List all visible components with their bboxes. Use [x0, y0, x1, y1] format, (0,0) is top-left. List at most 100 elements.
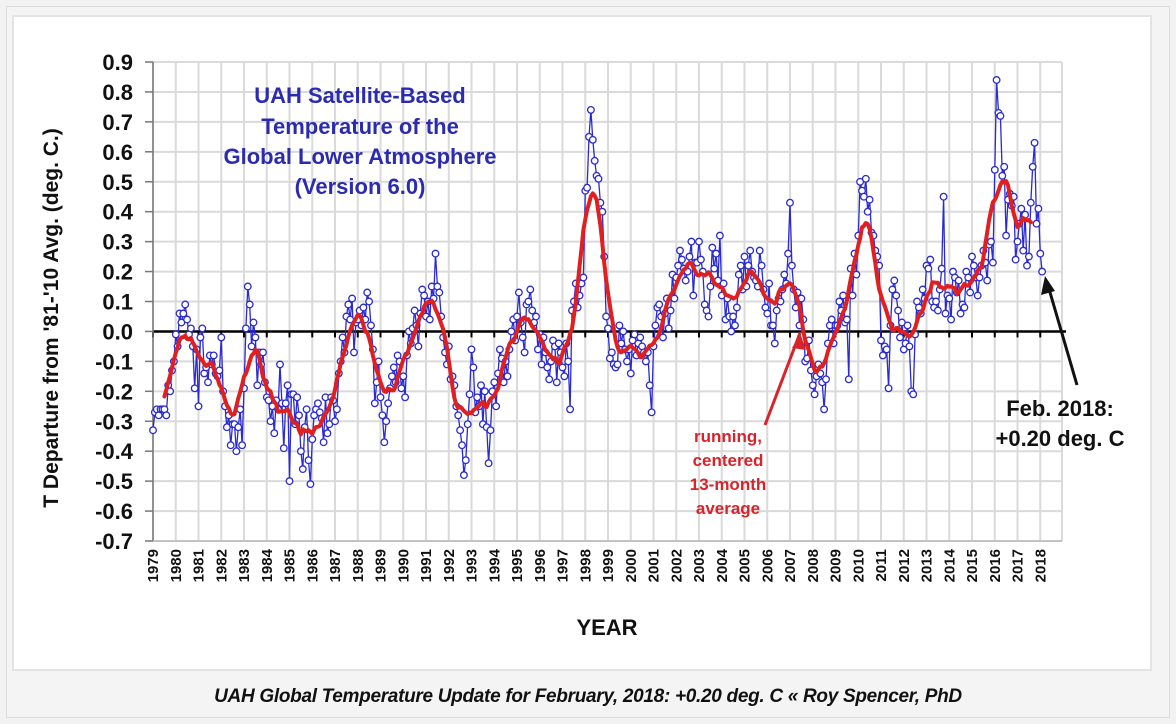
- monthly-point: [215, 366, 224, 375]
- monthly-point: [861, 174, 870, 183]
- x-tick-label: 1989: [373, 549, 390, 582]
- annotation-black-line-1: Feb. 2018:: [1006, 396, 1114, 421]
- monthly-point: [602, 312, 611, 321]
- monthly-point: [676, 246, 684, 255]
- monthly-point: [232, 447, 241, 456]
- monthly-point: [755, 246, 764, 255]
- y-tick-label: 0.9: [102, 50, 133, 75]
- monthly-point: [566, 405, 575, 414]
- monthly-point: [247, 342, 256, 351]
- monthly-point: [607, 348, 616, 357]
- y-tick-label: 0.6: [102, 140, 133, 165]
- monthly-point: [623, 357, 631, 366]
- monthly-point: [179, 309, 188, 318]
- monthly-point: [1011, 255, 1020, 264]
- monthly-point: [279, 444, 288, 453]
- monthly-point: [786, 198, 794, 207]
- x-tick-label: 2018: [1032, 549, 1049, 582]
- monthly-point: [304, 456, 313, 465]
- x-tick-label: 2008: [805, 549, 822, 582]
- monthly-point: [323, 429, 332, 438]
- monthly-point: [186, 324, 195, 333]
- x-tick-label: 2017: [1010, 549, 1027, 582]
- monthly-point: [729, 312, 738, 321]
- monthly-point: [467, 345, 476, 354]
- monthly-point: [241, 324, 250, 333]
- monthly-point: [1002, 231, 1011, 240]
- monthly-point: [780, 270, 789, 279]
- annotation-red-line-3: 13-month: [690, 475, 767, 494]
- monthly-point: [810, 390, 819, 399]
- monthly-point: [190, 384, 199, 393]
- monthly-point: [477, 381, 485, 390]
- monthly-point: [681, 276, 690, 285]
- y-tick-label: -0.1: [95, 349, 133, 374]
- y-tick-label: -0.3: [95, 409, 133, 434]
- y-tick-label: 0.5: [102, 170, 133, 195]
- monthly-point: [706, 282, 715, 291]
- monthly-point: [842, 315, 851, 324]
- monthly-point: [401, 393, 410, 402]
- monthly-point: [583, 183, 592, 192]
- monthly-point: [554, 339, 563, 348]
- monthly-point: [545, 375, 554, 384]
- monthly-point: [270, 429, 279, 438]
- monthly-point: [787, 261, 796, 270]
- monthly-point: [376, 393, 385, 402]
- monthly-point: [968, 252, 976, 261]
- monthly-point: [878, 351, 887, 360]
- monthly-point: [1024, 252, 1033, 261]
- monthly-point: [226, 441, 235, 450]
- monthly-point: [480, 387, 489, 396]
- running-mean-line: [162, 179, 1033, 437]
- x-tick-label: 2000: [623, 549, 640, 582]
- x-tick-label: 2014: [941, 548, 958, 582]
- monthly-point: [380, 438, 389, 447]
- monthly-point: [588, 135, 597, 144]
- monthly-point: [425, 315, 434, 324]
- x-tick-label: 1998: [577, 549, 594, 582]
- monthly-point: [732, 303, 741, 312]
- monthly-point: [932, 297, 940, 306]
- monthly-point: [293, 393, 302, 402]
- monthly-point: [435, 288, 444, 297]
- monthly-point: [712, 249, 721, 258]
- monthly-point: [204, 378, 212, 387]
- x-tick-label: 1997: [555, 549, 572, 582]
- feb-2018-annotation: Feb. 2018: +0.20 deg. C: [995, 276, 1125, 451]
- monthly-point: [171, 330, 180, 339]
- monthly-point: [507, 327, 516, 336]
- monthly-point: [259, 348, 267, 357]
- monthly-point: [651, 321, 660, 330]
- monthly-point: [414, 342, 423, 351]
- monthly-point: [209, 351, 218, 360]
- monthly-point: [905, 342, 914, 351]
- monthly-point: [492, 402, 501, 411]
- annotation-black-line-2: +0.20 deg. C: [995, 426, 1124, 451]
- x-tick-label: 1990: [395, 549, 412, 582]
- annotation-arrowhead-black: [1041, 276, 1055, 295]
- x-tick-label: 2003: [691, 549, 708, 582]
- monthly-point: [387, 372, 396, 381]
- monthly-point: [183, 315, 192, 324]
- x-tick-label: 1983: [236, 549, 253, 582]
- y-tick-label: -0.6: [95, 499, 133, 524]
- monthly-point: [285, 477, 294, 486]
- monthly-point: [266, 417, 275, 426]
- monthly-point: [888, 285, 897, 294]
- monthly-point: [1000, 162, 1009, 171]
- monthly-point: [969, 261, 978, 270]
- monthly-point: [685, 252, 694, 261]
- annotation-arrow-black: [1045, 281, 1079, 386]
- monthly-point: [784, 249, 793, 258]
- monthly-point: [533, 345, 542, 354]
- monthly-point: [344, 300, 353, 309]
- monthly-point: [1032, 219, 1041, 228]
- y-tick-label: 0.2: [102, 260, 133, 285]
- y-tick-label: 0.1: [102, 290, 133, 315]
- monthly-point: [626, 369, 635, 378]
- monthly-point: [456, 426, 465, 435]
- monthly-point: [514, 288, 523, 297]
- x-tick-label: 1987: [327, 549, 344, 582]
- monthly-point: [884, 384, 893, 393]
